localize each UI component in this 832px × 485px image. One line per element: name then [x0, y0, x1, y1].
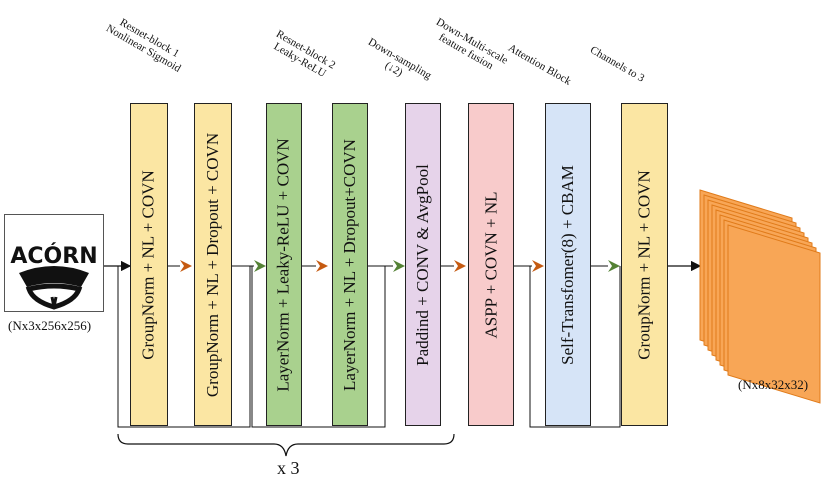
- block-label: Self-Transfomer(8) + CBAM: [558, 164, 578, 365]
- output-shape-label: (Nx8x32x32): [738, 377, 809, 392]
- block-label: GroupNorm + NL + Dropout + COVN: [203, 132, 223, 397]
- block-aspp-covn-nl: ASPP + COVN + NL: [468, 103, 514, 426]
- block-groupnorm-dropout-covn: GroupNorm + NL + Dropout + COVN: [194, 103, 232, 426]
- arrow-orange-4: [532, 260, 544, 272]
- block-layernorm-dropout-covn: LayerNorm + NL + Dropout+COVN: [332, 103, 368, 426]
- acorn-logo: ACÓRN: [10, 243, 98, 310]
- arrow-green-2: [393, 260, 405, 272]
- block-label: LayerNorm + Leaky-ReLU + COVN: [274, 137, 294, 392]
- repeat-count: x 3: [277, 458, 300, 478]
- arrow-green-3: [608, 260, 620, 272]
- repeat-brace: [117, 433, 455, 457]
- block-label: Paddind + CONV & AvgPool: [413, 163, 432, 366]
- feature-map-slice: [727, 224, 821, 404]
- block-label: GroupNorm + NL + COVN: [634, 169, 654, 360]
- arrow-orange-1: [180, 260, 192, 272]
- block-self-transformer-cbam: Self-Transfomer(8) + CBAM: [545, 103, 591, 426]
- block-label: LayerNorm + NL + Dropout+COVN: [340, 138, 360, 391]
- block-padding-conv-avgpool: Paddind + CONV & AvgPool: [405, 103, 441, 426]
- input-image: ACÓRN: [4, 214, 104, 312]
- arrow-orange-3: [454, 260, 466, 272]
- block-groupnorm-covn-1: GroupNorm + NL + COVN: [130, 103, 168, 426]
- arrow-orange-2: [316, 260, 328, 272]
- block-groupnorm-covn-2: GroupNorm + NL + COVN: [621, 103, 668, 426]
- logo-text: ACÓRN: [10, 243, 97, 269]
- block-label: ASPP + COVN + NL: [481, 190, 501, 339]
- block-label: GroupNorm + NL + COVN: [139, 169, 159, 360]
- arrow-green-1: [254, 260, 266, 272]
- output-feature-stack: [699, 189, 821, 404]
- block-layernorm-leakyrelu-covn: LayerNorm + Leaky-ReLU + COVN: [266, 103, 302, 426]
- input-shape-label: (Nx3x256x256): [8, 318, 92, 333]
